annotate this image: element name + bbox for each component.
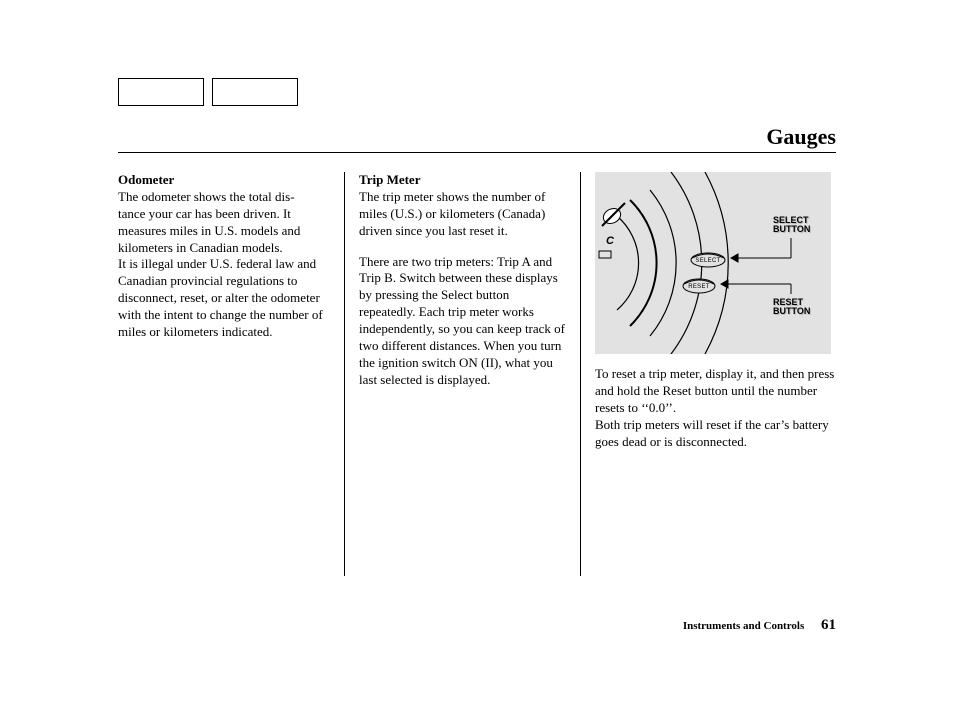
- footer-page-number: 61: [821, 617, 836, 633]
- title-rule: [118, 152, 836, 153]
- odometer-heading: Odometer: [118, 172, 174, 187]
- odometer-text: The odometer shows the total dis-tance y…: [118, 189, 323, 339]
- header-boxes: [118, 78, 298, 106]
- content-columns: Odometer The odometer shows the total di…: [118, 172, 836, 576]
- page-title: Gauges: [766, 124, 836, 150]
- page-footer: Instruments and Controls 61: [683, 617, 836, 634]
- column-reset-info: C SELECT RESET: [580, 172, 836, 576]
- column-odometer: Odometer The odometer shows the total di…: [118, 172, 344, 576]
- header-box-1: [118, 78, 204, 106]
- reset-instructions: To reset a trip meter, display it, and t…: [595, 366, 836, 450]
- column-trip-meter: Trip Meter The trip meter shows the numb…: [344, 172, 580, 576]
- footer-section: Instruments and Controls: [683, 620, 804, 632]
- header-box-2: [212, 78, 298, 106]
- select-btn-text: SELECT: [695, 258, 720, 264]
- reset-button-icon: RESET: [683, 279, 715, 293]
- select-button-icon: SELECT: [691, 253, 725, 267]
- gauge-diagram: C SELECT RESET: [595, 172, 831, 354]
- c-label-text: C: [606, 235, 615, 247]
- trip-meter-para1: The trip meter shows the number of miles…: [359, 189, 545, 238]
- reset-button-label: RESETBUTTON: [773, 298, 810, 316]
- trip-meter-heading: Trip Meter: [359, 172, 420, 187]
- reset-btn-text: RESET: [688, 284, 710, 290]
- select-button-label: SELECTBUTTON: [773, 216, 810, 234]
- trip-meter-para2: There are two trip meters: Trip A and Tr…: [359, 254, 566, 389]
